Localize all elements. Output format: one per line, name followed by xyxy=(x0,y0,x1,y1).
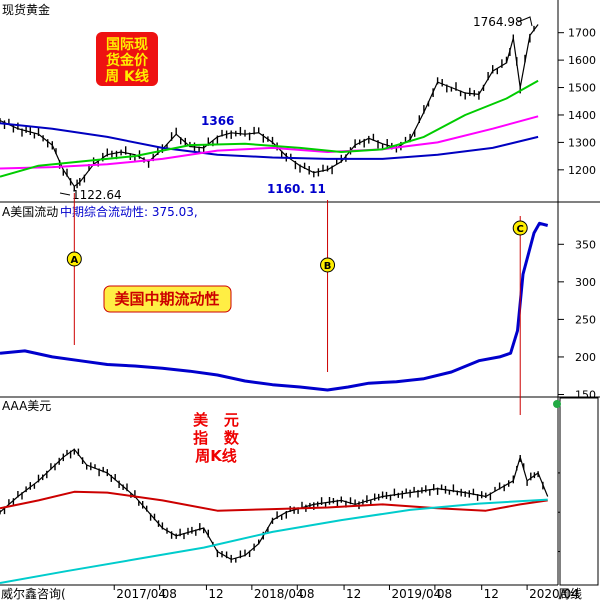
marker-label-c: C xyxy=(517,224,524,235)
right-axis-handle[interactable] xyxy=(553,400,561,408)
gold-line-3 xyxy=(0,79,539,178)
gold-badge-line-3: 周 K线 xyxy=(105,68,149,85)
marker-circle-a xyxy=(66,251,82,267)
x-tick-label: 2020/04 xyxy=(529,587,579,600)
liquidity-ytick-label: 350 xyxy=(575,238,596,251)
liquidity-badge-box xyxy=(103,285,232,313)
gold-ytick-label: 1600 xyxy=(568,54,596,67)
liquidity-annotation-badge: 美国中期流动性 xyxy=(103,285,232,313)
gold-label-1764: 1764.98 xyxy=(473,15,523,29)
dollar-annotation-line-3: 周K线 xyxy=(195,447,237,465)
liquidity-ytick-label: 300 xyxy=(575,276,596,289)
dollar-line-2 xyxy=(0,498,548,584)
dollar-annotation: 美 元 指 数 周K线 xyxy=(193,411,240,465)
liquidity-subtitle: 中期综合流动性: 375.03, xyxy=(60,204,198,219)
marker-circle-b xyxy=(320,257,336,273)
x-tick-label: 2017/04 xyxy=(116,587,166,600)
gold-ytick-label: 1400 xyxy=(568,109,596,122)
gold-badge-line-1: 国际现 xyxy=(106,37,148,53)
gold-badge-line-2: 货金价 xyxy=(105,52,149,69)
marker-circle-c xyxy=(512,220,528,236)
gold-ytick-label: 1500 xyxy=(568,82,596,95)
x-tick-label: 12 xyxy=(208,587,223,600)
liquidity-badge-text: 美国中期流动性 xyxy=(114,290,219,308)
x-tick-label: 12 xyxy=(484,587,499,600)
x-tick-label: 2019/04 xyxy=(391,587,441,600)
marker-label-a: A xyxy=(70,255,78,266)
gold-label-1122: 1122.64 xyxy=(72,188,122,202)
dollar-annotation-line-2: 指 数 xyxy=(193,429,240,447)
gold-ytick-label: 1300 xyxy=(568,136,596,149)
dollar-line-1 xyxy=(0,490,548,512)
gold-ytick-label: 1200 xyxy=(568,164,596,177)
gold-label-1366: 1366 xyxy=(201,114,234,128)
gold-line-1 xyxy=(0,122,539,160)
dollar-panel: AAA美元 美 元 指 数 周K线 xyxy=(0,399,549,584)
gold-plot xyxy=(0,24,539,192)
gold-panel-title: 现货黄金 xyxy=(2,2,50,17)
liquidity-panel-title: A美国流动 xyxy=(2,205,58,219)
dollar-candles xyxy=(0,448,549,563)
x-tick-label: 08 xyxy=(299,587,314,600)
gold-label-1122-leader xyxy=(59,192,71,196)
dollar-annotation-line-1: 美 元 xyxy=(193,411,239,429)
liquidity-panel: A美国流动 中期综合流动性: 375.03, 美国中期流动性 xyxy=(0,204,600,398)
gold-label-1160: 1160. 11 xyxy=(267,182,326,196)
x-tick-label: 08 xyxy=(437,587,452,600)
gold-label-1764-leader xyxy=(517,16,533,27)
dollar-panel-title: AAA美元 xyxy=(2,399,51,413)
x-tick-label: 08 xyxy=(162,587,177,600)
marker-label-b: B xyxy=(324,261,332,272)
x-axis-left-label: 威尔鑫咨询( xyxy=(1,586,66,600)
gold-ytick-label: 1700 xyxy=(568,27,596,40)
liquidity-ytick-label: 200 xyxy=(575,351,596,364)
liquidity-ytick-label: 250 xyxy=(575,313,596,326)
gold-line-2 xyxy=(0,115,539,170)
x-tick-label: 12 xyxy=(346,587,361,600)
x-axis-right-label: 周线 xyxy=(558,587,582,600)
event-markers: A B C xyxy=(66,193,528,415)
gold-badge-box xyxy=(96,32,158,86)
x-tick-label: 2018/04 xyxy=(254,587,304,600)
liquidity-plot xyxy=(0,221,549,392)
liquidity-line-0 xyxy=(0,221,549,392)
gold-annotation-badge: 国际现 货金价 周 K线 xyxy=(96,32,158,86)
gold-panel: 现货黄金 国际现 货金价 周 K线 1764.98 1366 1160. 11 … xyxy=(0,2,600,203)
dollar-plot xyxy=(0,448,549,584)
right-axis-scrollbar[interactable] xyxy=(559,397,599,586)
right-axis: 1200130014001500160017001502002503003509… xyxy=(553,0,599,586)
